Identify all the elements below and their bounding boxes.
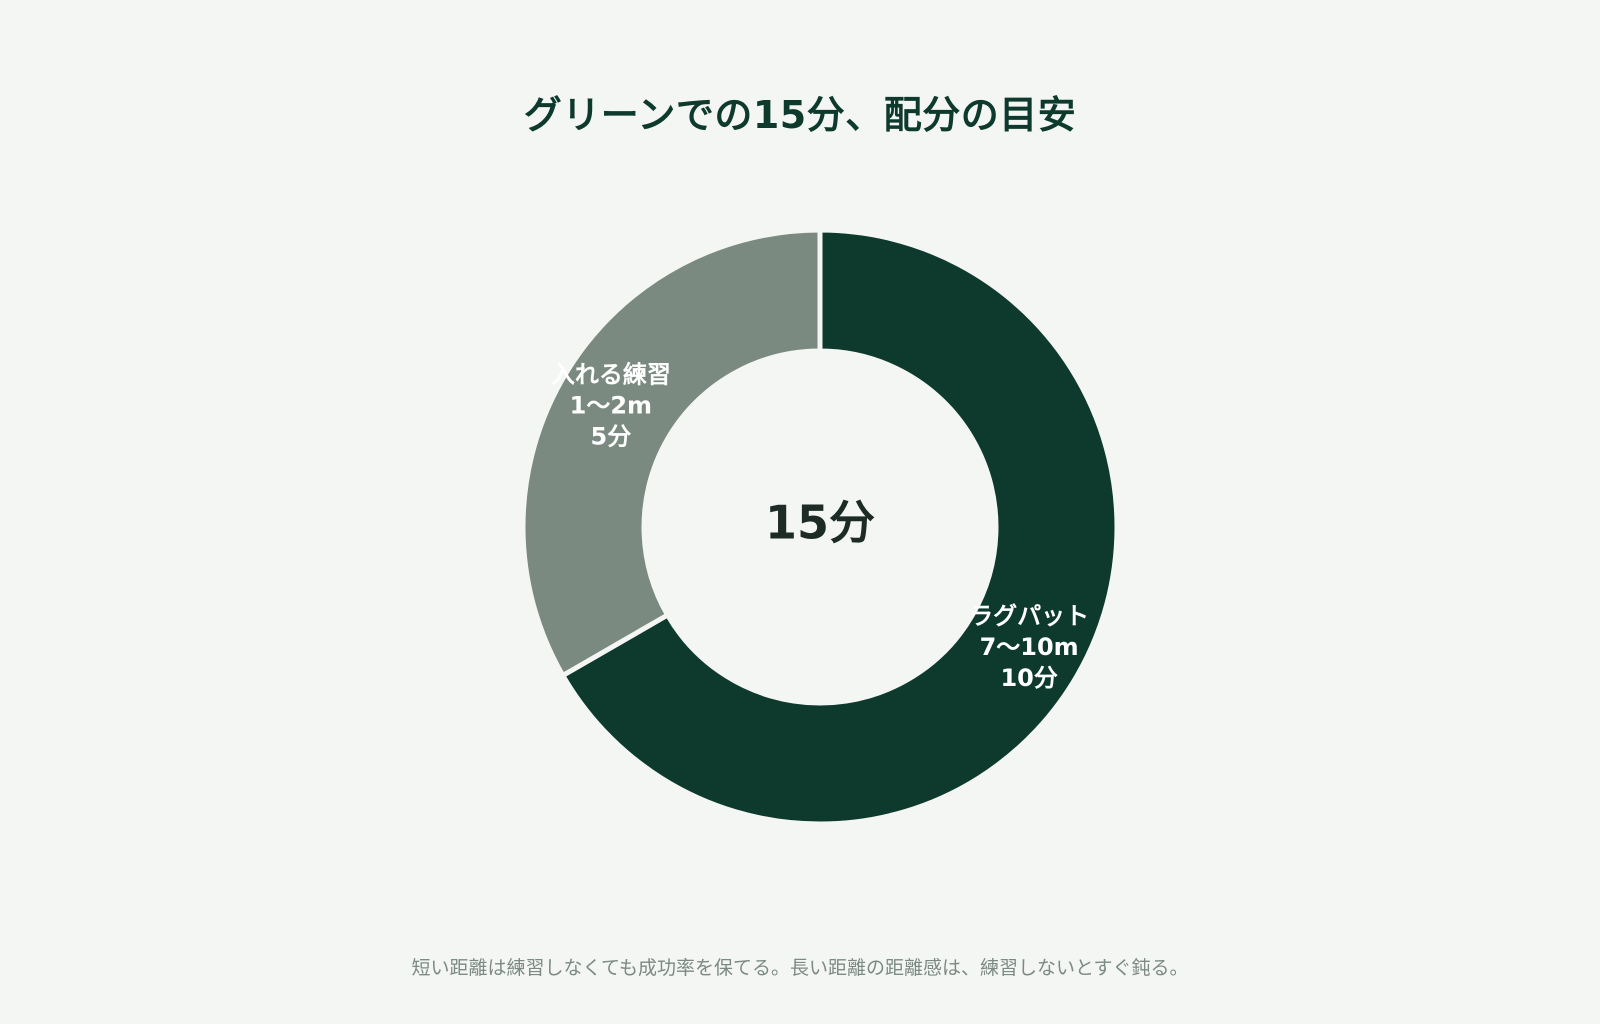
slice-2-range-label: 1〜2m xyxy=(570,391,652,419)
chart-caption: 短い距離は練習しなくても成功率を保てる。長い距離の距離感は、練習しないとすぐ鈍る… xyxy=(411,957,1189,979)
center-total-label: 15分 xyxy=(765,496,875,550)
donut-slice-1 xyxy=(559,227,1120,827)
slice-labels: ラグパット 7〜10m 10分 入れる練習 1〜2m 5分 xyxy=(551,360,1089,692)
slice-1-name-label: ラグパット xyxy=(969,602,1089,630)
slice-2-name-label: 入れる練習 xyxy=(551,360,671,388)
slice-1-range-label: 7〜10m xyxy=(980,633,1079,661)
donut-slices xyxy=(520,227,1120,827)
donut-slice-2 xyxy=(520,227,823,679)
chart-title: グリーンでの15分、配分の目安 xyxy=(523,93,1077,137)
slice-2-value-label: 5分 xyxy=(591,422,632,450)
slice-1-value-label: 10分 xyxy=(1000,664,1057,692)
